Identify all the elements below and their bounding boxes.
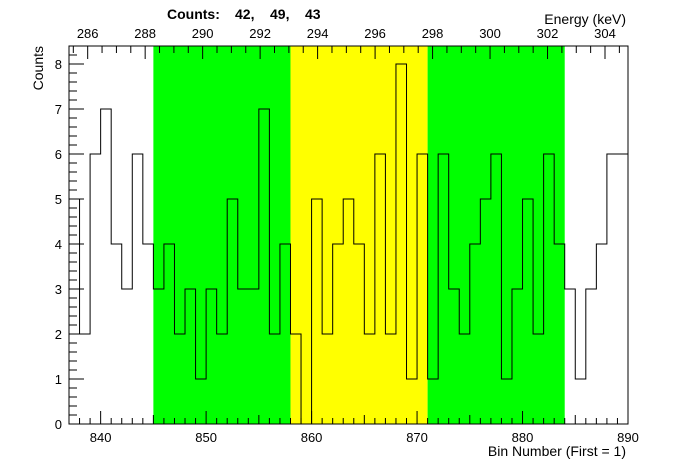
energy-tick-label: 300: [479, 26, 501, 41]
energy-tick-label: 288: [134, 26, 156, 41]
x-tick-label: 860: [301, 430, 323, 445]
x-tick-label: 880: [512, 430, 534, 445]
energy-tick-label: 292: [249, 26, 271, 41]
y-tick-label: 1: [55, 372, 62, 387]
x-axis-label: Bin Number (First = 1): [488, 443, 626, 459]
energy-tick-label: 304: [594, 26, 616, 41]
x-tick-label: 840: [90, 430, 112, 445]
y-tick-label: 6: [55, 147, 62, 162]
energy-tick-label: 290: [192, 26, 214, 41]
y-tick-label: 8: [55, 57, 62, 72]
y-tick-label: 7: [55, 102, 62, 117]
y-tick-label: 2: [55, 327, 62, 342]
y-axis-label: Counts: [30, 46, 46, 90]
chart-title-prefix: Counts:: [167, 6, 220, 22]
energy-tick-label: 294: [307, 26, 329, 41]
x-tick-label: 870: [406, 430, 428, 445]
energy-tick-label: 298: [422, 26, 444, 41]
energy-tick-label: 296: [364, 26, 386, 41]
bottom-axis: 840 850 860 870 880 890: [79, 411, 639, 445]
x-tick-label: 850: [195, 430, 217, 445]
left-axis: 0 1 2 3 4 5 6 7 8: [55, 45, 84, 432]
chart-title-count-2: 49,: [270, 6, 289, 22]
y-tick-label: 5: [55, 192, 62, 207]
y-tick-label: 3: [55, 282, 62, 297]
histogram-series: [69, 63, 628, 425]
right-background-band: [427, 46, 565, 424]
energy-tick-label: 302: [537, 26, 559, 41]
left-background-band: [153, 46, 291, 424]
chart-title-count-1: 42,: [235, 6, 254, 22]
peak-band: [290, 46, 428, 424]
energy-tick-label: 286: [77, 26, 99, 41]
histogram-line: [69, 63, 628, 425]
y-tick-label: 4: [55, 237, 62, 252]
top-axis: 286 288 290 292 294 296 298 300 302 304: [72, 26, 620, 59]
x-tick-label: 890: [617, 430, 639, 445]
y-tick-label: 0: [55, 417, 62, 432]
top-axis-label: Energy (keV): [544, 11, 626, 27]
chart-title-count-3: 43: [305, 6, 321, 22]
region-bands: [153, 46, 565, 424]
